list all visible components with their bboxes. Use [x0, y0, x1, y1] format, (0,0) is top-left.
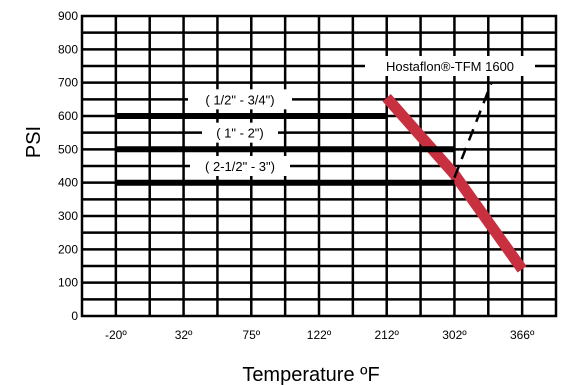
x-tick-label: -20º — [105, 328, 127, 342]
chart-labels: ( 1/2" - 3/4") ( 1" - 2") ( 2-1/2" - 3") Ho… — [188, 56, 535, 176]
y-tick-label: 200 — [58, 242, 78, 256]
y-tick-label: 600 — [58, 109, 78, 123]
x-tick-label: 122º — [307, 328, 332, 342]
size-label-two-half-to-three-box — [190, 156, 290, 176]
y-tick-label: 500 — [58, 142, 78, 156]
size-label-one-to-two-box — [202, 122, 278, 143]
y-tick-label: 0 — [71, 309, 78, 323]
y-axis-ticks: 0 100 200 300 400 500 600 700 800 900 — [58, 9, 78, 323]
y-tick-label: 100 — [58, 276, 78, 290]
x-tick-label: 212º — [375, 328, 400, 342]
size-label-two-half-to-three: ( 2-1/2" - 3") — [205, 159, 275, 174]
y-tick-label: 800 — [58, 42, 78, 56]
hostaflon-label: Hostaflon®-TFM 1600 — [386, 59, 514, 74]
y-tick-label: 700 — [58, 76, 78, 90]
y-axis-title: PSI — [23, 126, 45, 158]
y-tick-label: 300 — [58, 209, 78, 223]
x-axis-title: Temperature ºF — [242, 364, 379, 385]
hostaflon-dashed-line — [453, 82, 493, 179]
x-tick-label: 302º — [442, 328, 467, 342]
x-tick-label: 75º — [242, 328, 260, 342]
x-tick-label: 366º — [510, 328, 535, 342]
chart-series — [115, 82, 527, 273]
y-tick-label: 400 — [58, 176, 78, 190]
hostaflon-label-box — [365, 56, 535, 76]
x-axis-ticks: -20º 32º 75º 122º 212º 302º 366º — [105, 328, 535, 342]
size-label-one-to-two: ( 1" - 2") — [216, 126, 264, 141]
size-label-half-to-three-quarter-box — [188, 89, 292, 110]
y-tick-label: 900 — [58, 9, 78, 23]
x-tick-label: 32º — [175, 328, 193, 342]
size-label-half-to-three-quarter: ( 1/2" - 3/4") — [205, 92, 274, 107]
